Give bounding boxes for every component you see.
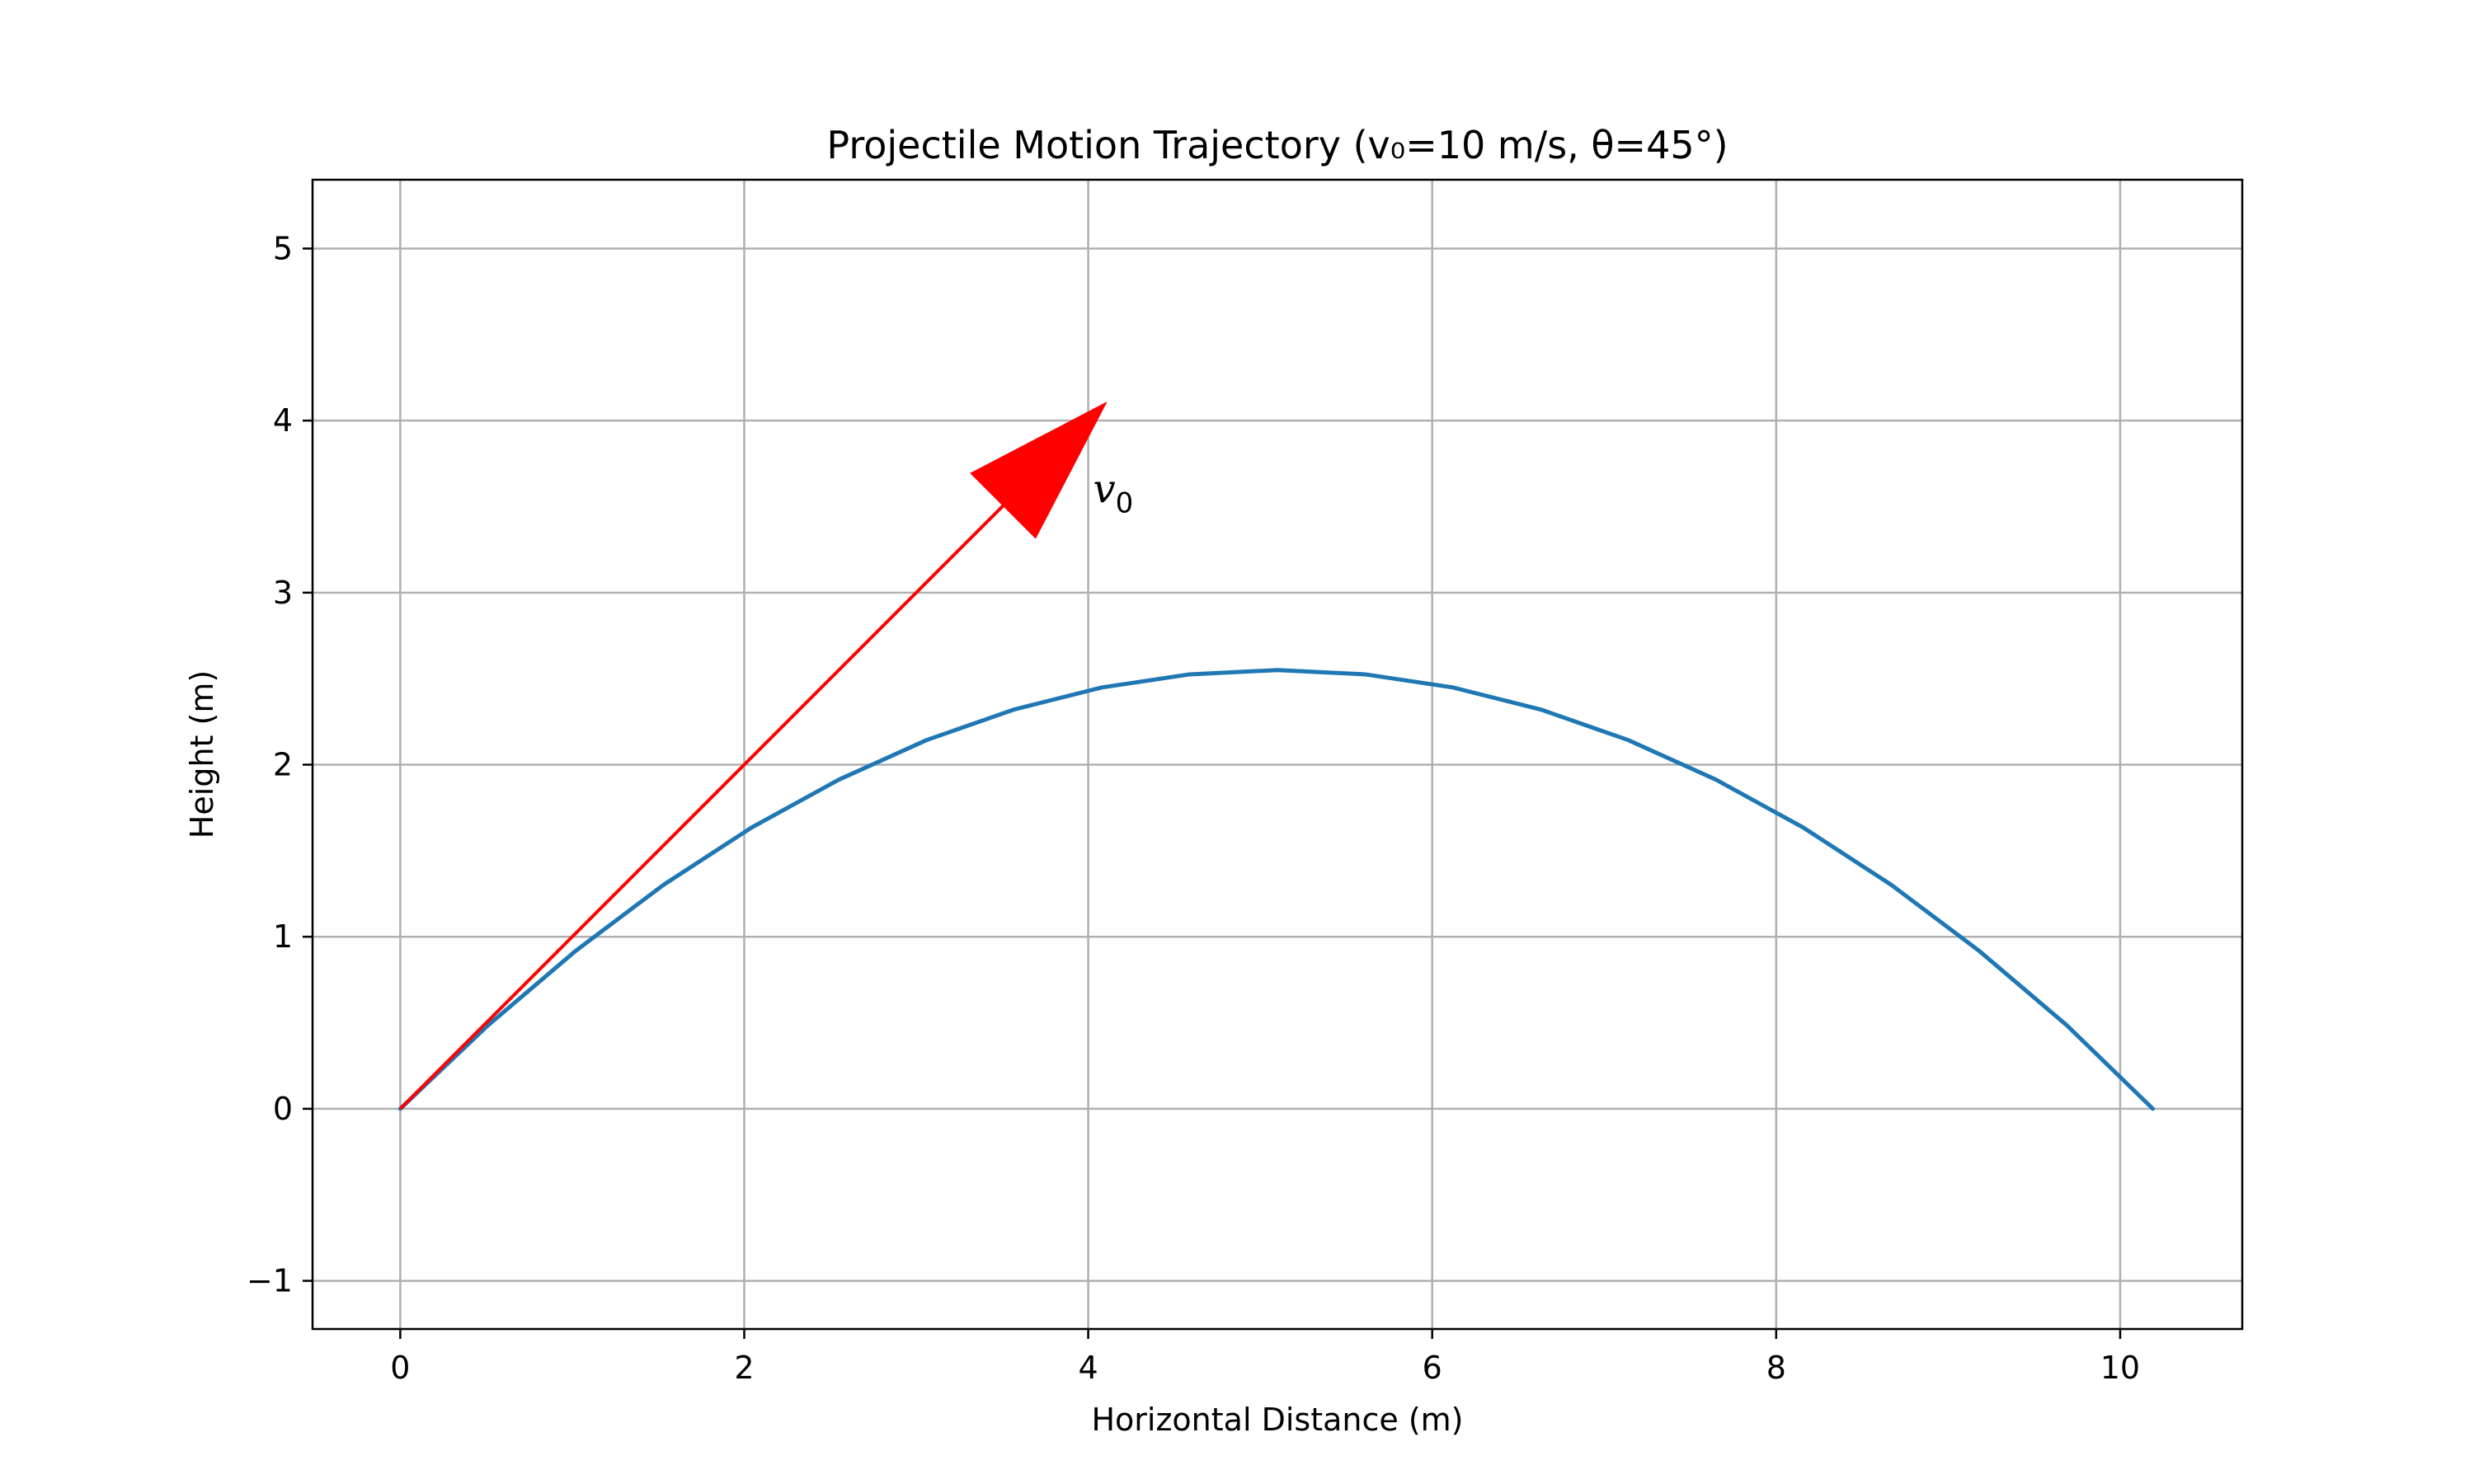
x-axis-label: Horizontal Distance (m) xyxy=(1091,1402,1463,1438)
y-tick-label: −1 xyxy=(247,1263,293,1299)
tick-marks xyxy=(303,247,2122,1339)
trajectory-line xyxy=(397,668,2156,1111)
y-tick-label: 0 xyxy=(273,1091,293,1127)
y-tick-label: 3 xyxy=(273,575,293,611)
grid-lines xyxy=(313,180,2242,1329)
y-tick-label: 4 xyxy=(273,402,293,439)
x-tick-label: 4 xyxy=(1078,1350,1098,1386)
velocity-arrow-shaft xyxy=(398,504,1005,1111)
x-tick-label: 10 xyxy=(2100,1350,2140,1386)
y-axis-label: Height (m) xyxy=(184,670,220,838)
x-tick-label: 6 xyxy=(1423,1350,1442,1386)
annotation-layer: v0 xyxy=(398,401,1133,1111)
velocity-label: v0 xyxy=(1093,466,1133,519)
x-tick-label: 0 xyxy=(390,1350,410,1386)
y-tick-label: 1 xyxy=(273,918,293,955)
velocity-arrow-head xyxy=(970,401,1108,539)
plot-area xyxy=(397,668,2156,1111)
y-tick-label: 2 xyxy=(273,747,293,783)
chart-title: Projectile Motion Trajectory (v₀=10 m/s,… xyxy=(826,123,1728,167)
axes-frame xyxy=(311,178,2244,1331)
x-tick-label: 8 xyxy=(1766,1350,1786,1386)
x-tick-label: 2 xyxy=(734,1350,754,1386)
y-tick-label: 5 xyxy=(273,230,293,266)
